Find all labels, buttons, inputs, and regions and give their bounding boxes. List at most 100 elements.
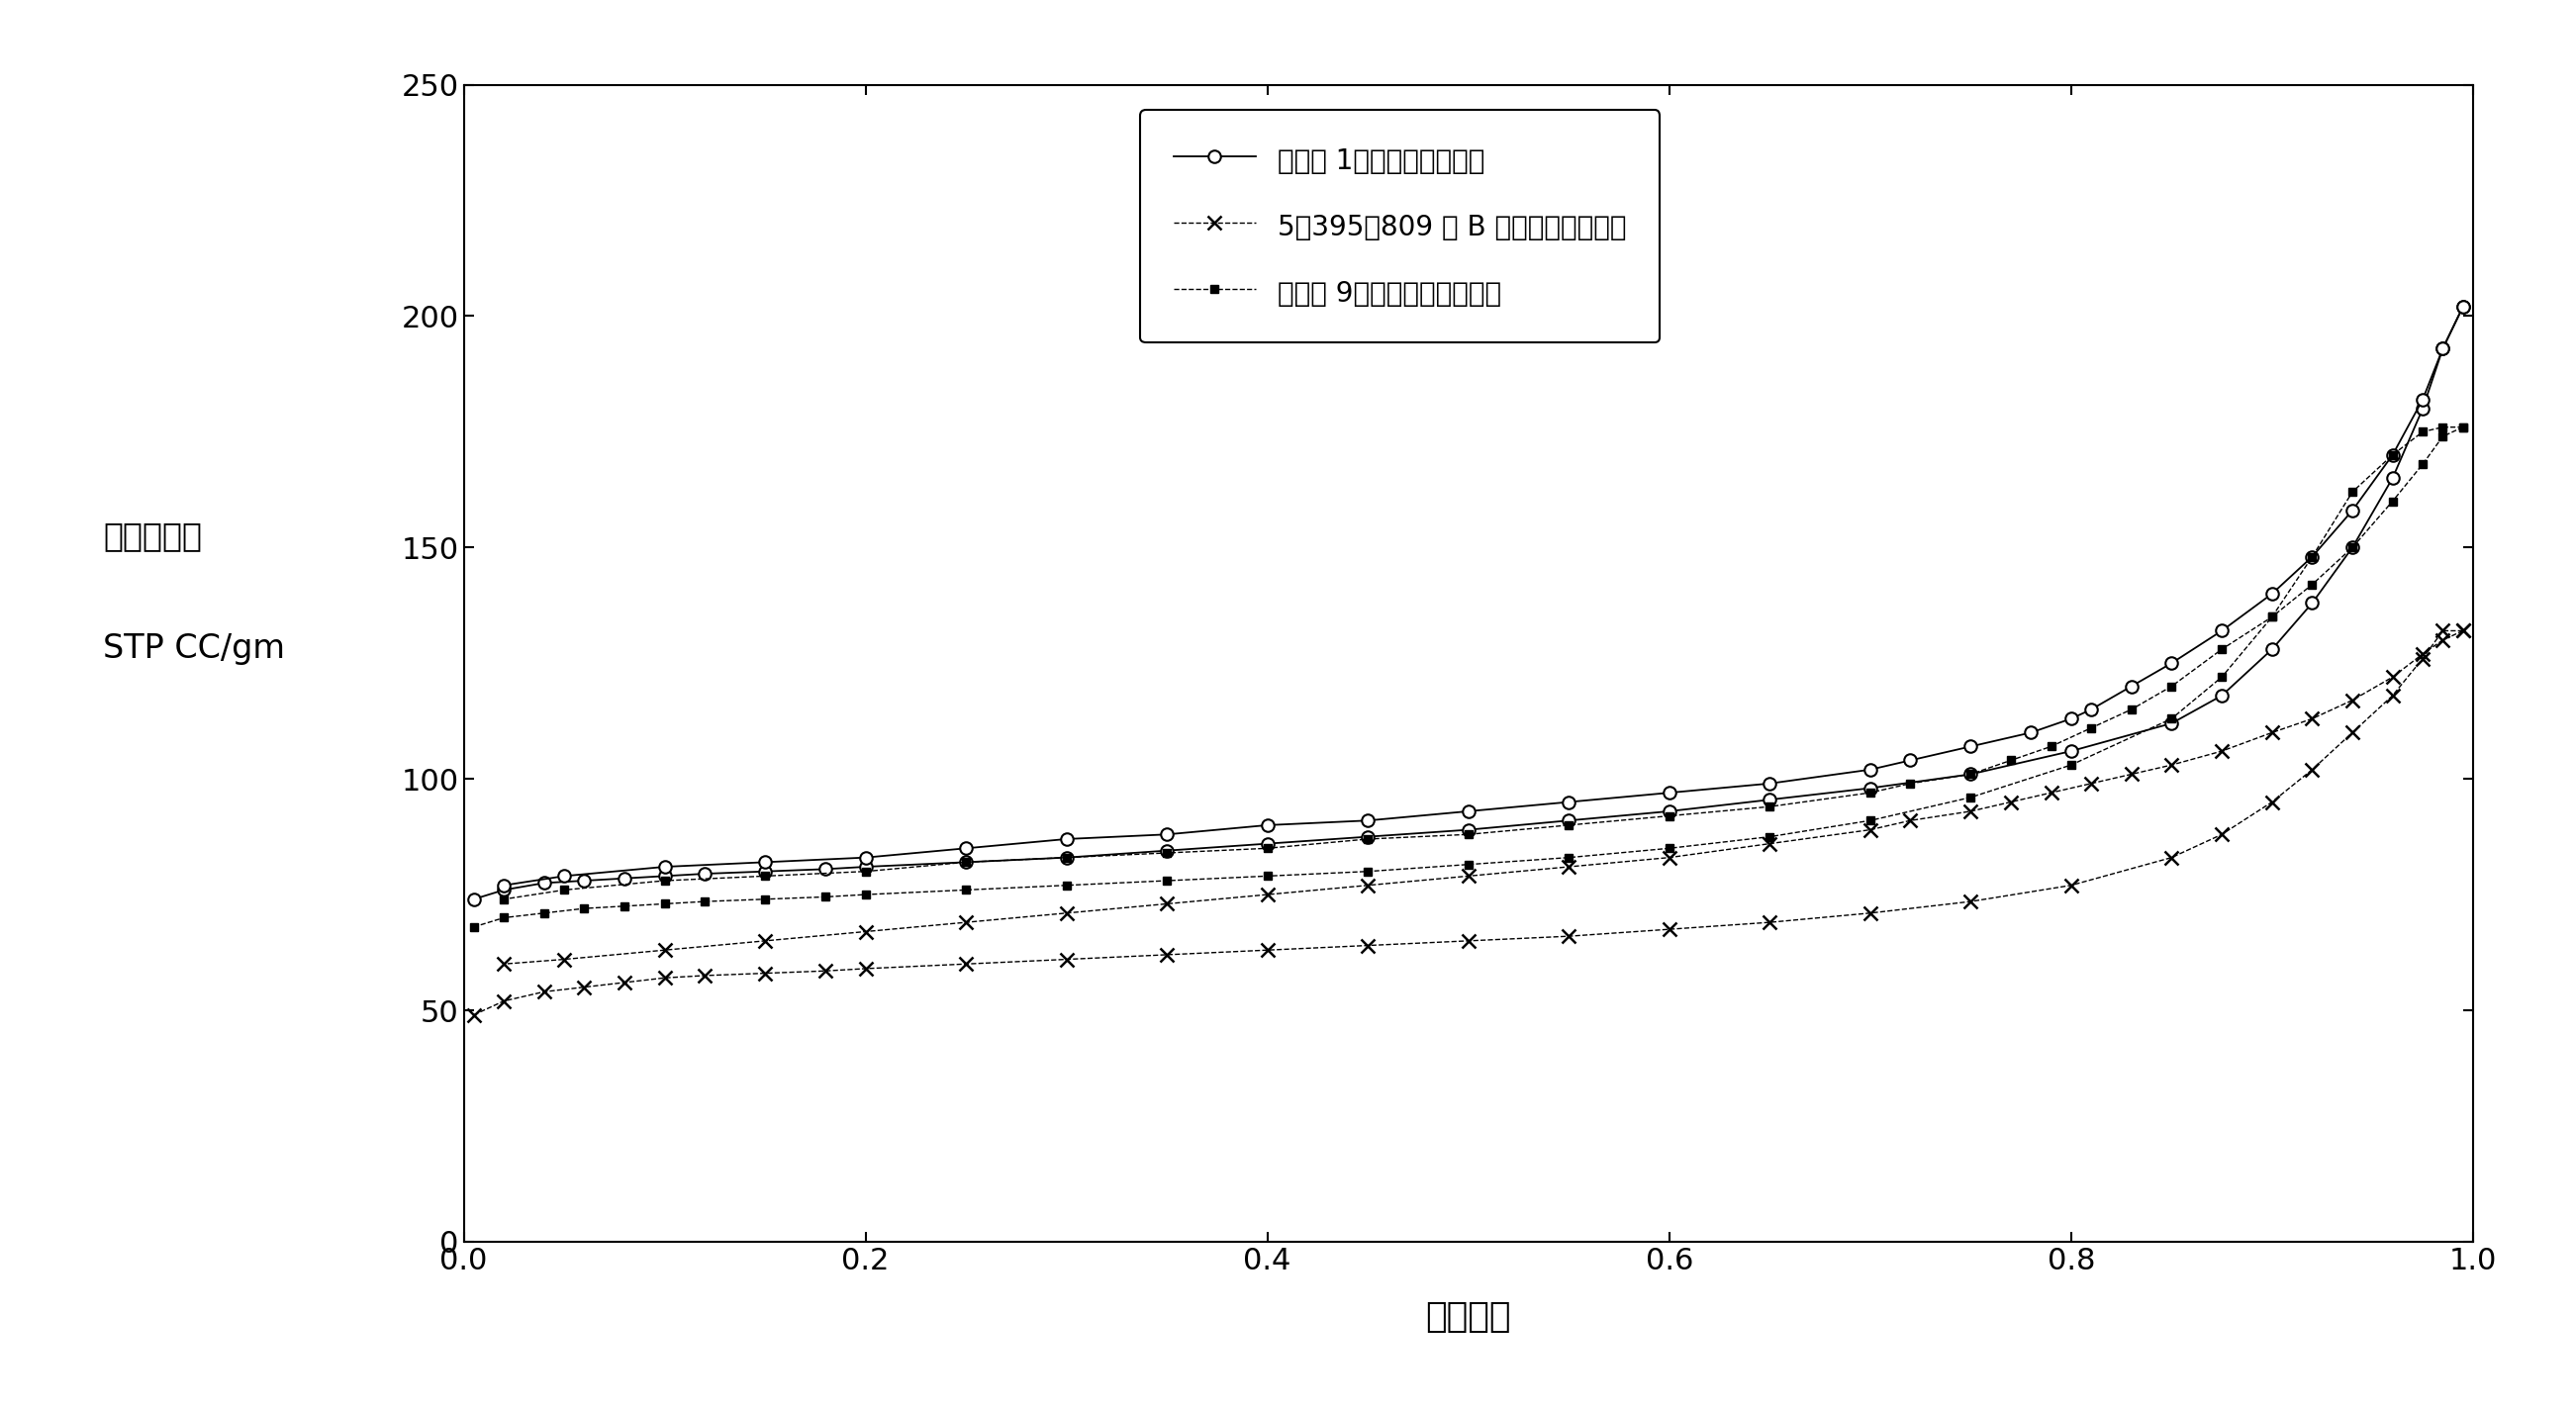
实施例 9，经汽蒸，用于比较 [528,904,559,921]
实施例 9，经汽蒸，用于比较 [1553,849,1584,866]
5，395，809 的 B 型催化剂，经汽蒸 [2336,724,2367,741]
实施例 1（发明），经汽蒸 [528,875,559,892]
实施例 9，经汽蒸，用于比较 [2156,710,2187,727]
实施例 1（发明），经汽蒸 [2378,470,2409,487]
实施例 1（发明），经汽蒸 [2257,641,2287,658]
实施例 9，经汽蒸，用于比较 [649,896,680,913]
5，395，809 的 B 型催化剂，经汽蒸 [2298,761,2329,777]
Legend: 实施例 1（发明），经汽蒸, 5，395，809 的 B 型催化剂，经汽蒸, 实施例 9，经汽蒸，用于比较: 实施例 1（发明），经汽蒸, 5，395，809 的 B 型催化剂，经汽蒸, 实… [1141,110,1659,343]
Line: 实施例 9，经汽蒸，用于比较: 实施例 9，经汽蒸，用于比较 [469,423,2468,931]
实施例 1（发明），经汽蒸 [649,868,680,885]
实施例 1（发明），经汽蒸 [569,872,600,889]
5，395，809 的 B 型催化剂，经汽蒸 [1654,921,1685,938]
实施例 9，经汽蒸，用于比较 [951,882,981,899]
实施例 9，经汽蒸，用于比较 [1654,840,1685,856]
实施例 1（发明），经汽蒸 [1553,813,1584,830]
实施例 9，经汽蒸，用于比较 [750,890,781,907]
实施例 9，经汽蒸，用于比较 [1151,872,1182,889]
5，395，809 的 B 型催化剂，经汽蒸 [1855,904,1886,921]
实施例 9，经汽蒸，用于比较 [2336,484,2367,501]
Text: STP CC/gm: STP CC/gm [103,632,286,666]
5，395，809 的 B 型催化剂，经汽蒸 [489,992,520,1009]
5，395，809 的 B 型催化剂，经汽蒸 [569,979,600,996]
实施例 1（发明），经汽蒸 [608,871,639,888]
X-axis label: 相对压强: 相对压强 [1425,1300,1512,1333]
实施例 9，经汽蒸，用于比较 [2447,419,2478,436]
实施例 9，经汽蒸，用于比较 [1051,876,1082,893]
5，395，809 的 B 型催化剂，经汽蒸 [608,974,639,991]
实施例 1（发明），经汽蒸 [1252,835,1283,852]
实施例 9，经汽蒸，用于比较 [489,909,520,926]
5，395，809 的 B 型催化剂，经汽蒸 [2378,687,2409,704]
5，395，809 的 B 型催化剂，经汽蒸 [1955,893,1986,910]
5，395，809 的 B 型催化剂，经汽蒸 [951,955,981,972]
实施例 1（发明），经汽蒸 [750,864,781,880]
实施例 1（发明），经汽蒸 [2205,687,2236,704]
实施例 1（发明），经汽蒸 [459,890,489,907]
5，395，809 的 B 型催化剂，经汽蒸 [649,969,680,986]
Line: 实施例 1（发明），经汽蒸: 实施例 1（发明），经汽蒸 [466,301,2470,906]
实施例 1（发明），经汽蒸 [2427,340,2458,357]
5，395，809 的 B 型催化剂，经汽蒸 [2409,650,2439,667]
实施例 1（发明），经汽蒸 [1352,828,1383,845]
实施例 9，经汽蒸，用于比较 [1352,864,1383,880]
实施例 1（发明），经汽蒸 [809,861,840,878]
实施例 9，经汽蒸，用于比较 [569,900,600,917]
5，395，809 的 B 型催化剂，经汽蒸 [750,965,781,982]
实施例 9，经汽蒸，用于比较 [1855,813,1886,830]
5，395，809 的 B 型催化剂，经汽蒸 [1151,947,1182,964]
5，395，809 的 B 型催化剂，经汽蒸 [1453,933,1484,950]
5，395，809 的 B 型催化剂，经汽蒸 [2056,876,2087,893]
实施例 9，经汽蒸，用于比较 [2298,549,2329,566]
实施例 1（发明），经汽蒸 [2336,539,2367,556]
5，395，809 的 B 型催化剂，经汽蒸 [1051,951,1082,968]
5，395，809 的 B 型催化剂，经汽蒸 [2427,622,2458,639]
实施例 1（发明），经汽蒸 [1151,842,1182,859]
实施例 1（发明），经汽蒸 [489,882,520,899]
5，395，809 的 B 型催化剂，经汽蒸 [809,962,840,979]
5，395，809 的 B 型催化剂，经汽蒸 [1252,941,1283,958]
实施例 1（发明），经汽蒸 [1051,849,1082,866]
实施例 9，经汽蒸，用于比较 [809,889,840,906]
实施例 9，经汽蒸，用于比较 [2378,446,2409,463]
5，395，809 的 B 型催化剂，经汽蒸 [2156,849,2187,866]
5，395，809 的 B 型催化剂，经汽蒸 [1352,937,1383,954]
实施例 9，经汽蒸，用于比较 [459,919,489,935]
5，395，809 的 B 型催化剂，经汽蒸 [1754,914,1785,931]
5，395，809 的 B 型催化剂，经汽蒸 [2257,793,2287,810]
实施例 9，经汽蒸，用于比较 [2056,756,2087,773]
实施例 1（发明），经汽蒸 [850,858,881,875]
实施例 9，经汽蒸，用于比较 [1252,868,1283,885]
5，395，809 的 B 型催化剂，经汽蒸 [2447,622,2478,639]
实施例 9，经汽蒸，用于比较 [2205,669,2236,686]
实施例 9，经汽蒸，用于比较 [2427,419,2458,436]
实施例 9，经汽蒸，用于比较 [2257,608,2287,625]
实施例 9，经汽蒸，用于比较 [1955,789,1986,806]
实施例 1（发明），经汽蒸 [2056,742,2087,759]
5，395，809 的 B 型催化剂，经汽蒸 [459,1006,489,1023]
实施例 1（发明），经汽蒸 [690,865,721,882]
实施例 9，经汽蒸，用于比较 [1754,828,1785,845]
5，395，809 的 B 型催化剂，经汽蒸 [528,983,559,1000]
实施例 9，经汽蒸，用于比较 [2409,423,2439,440]
实施例 1（发明），经汽蒸 [2298,594,2329,611]
实施例 1（发明），经汽蒸 [2447,298,2478,315]
实施例 1（发明），经汽蒸 [2409,401,2439,418]
实施例 1（发明），经汽蒸 [951,854,981,871]
实施例 1（发明），经汽蒸 [1955,766,1986,783]
5，395，809 的 B 型催化剂，经汽蒸 [1553,928,1584,945]
实施例 9，经汽蒸，用于比较 [1453,856,1484,873]
实施例 1（发明），经汽蒸 [1855,780,1886,797]
实施例 1（发明），经汽蒸 [1754,792,1785,809]
实施例 9，经汽蒸，用于比较 [850,886,881,903]
5，395，809 的 B 型催化剂，经汽蒸 [2205,825,2236,842]
Line: 5，395，809 的 B 型催化剂，经汽蒸: 5，395，809 的 B 型催化剂，经汽蒸 [466,624,2470,1022]
Text: 吸附体积，: 吸附体积， [103,519,201,553]
5，395，809 的 B 型催化剂，经汽蒸 [690,967,721,983]
5，395，809 的 B 型催化剂，经汽蒸 [850,959,881,976]
实施例 1（发明），经汽蒸 [1654,803,1685,820]
实施例 1（发明），经汽蒸 [1453,821,1484,838]
实施例 9，经汽蒸，用于比较 [608,897,639,914]
实施例 1（发明），经汽蒸 [2156,715,2187,732]
实施例 9，经汽蒸，用于比较 [690,893,721,910]
